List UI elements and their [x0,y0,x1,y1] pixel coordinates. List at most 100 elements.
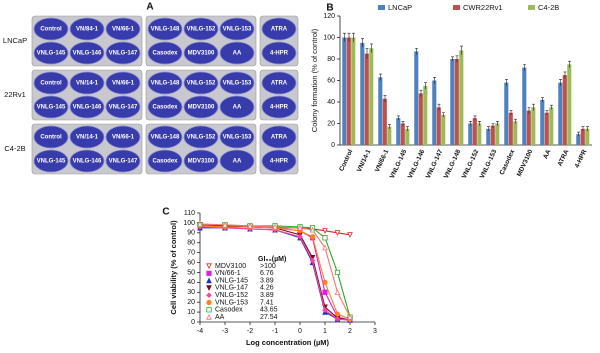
well [261,95,297,119]
bar [450,59,455,145]
bar [387,126,392,145]
legend-label: VNLG-153 [215,299,248,306]
well [105,149,141,173]
bar [477,123,482,145]
bar [396,118,401,145]
well-label: Control [40,27,62,33]
well-label: VNLG-152 [187,27,216,33]
legend-swatch [528,5,535,10]
error-bar [545,110,549,115]
error-bar [541,97,544,102]
error-bar [397,115,400,121]
error-bar [437,103,441,111]
well-label: AA [233,51,242,57]
y-tick-label: 60 [187,259,195,266]
well [105,95,141,119]
error-bar [532,103,535,111]
legend-value: 43.65 [260,307,278,314]
point [334,230,341,236]
legend-label: C4-2B [538,3,559,12]
legend-marker [206,263,212,270]
well-label: 4-HPR [270,105,289,111]
bar [513,121,518,145]
well [147,71,183,95]
y-tick-label: 0 [191,319,195,326]
bar [378,77,383,145]
well [183,125,219,149]
legend-label: LNCaP [388,3,412,12]
error-bar [563,71,567,79]
well [105,125,141,149]
point [322,228,328,234]
bar [540,99,545,145]
well-label: MDV3100 [188,159,215,165]
error-bar [473,115,477,121]
error-bar [451,56,454,62]
well-label: Control [40,135,62,141]
y-tick-label: 0 [331,142,335,149]
x-tick-label: -3 [222,328,228,335]
y-tick-label: 50 [187,269,195,276]
well-label: VNLG-145 [37,51,66,57]
bar [580,128,585,145]
x-tick-label: AA [542,148,552,160]
well [261,125,297,149]
well [69,149,105,173]
error-bar [352,32,355,42]
legend-value: 27.54 [260,314,278,321]
error-bar [478,121,481,126]
bar [405,128,410,145]
error-bar [379,73,382,81]
well-label: Control [40,81,62,87]
point [322,289,328,295]
point [322,235,328,241]
y-tick-label: 10 [187,309,195,316]
error-bar [469,121,472,126]
point [322,307,328,313]
x-tick-label: 1 [323,328,327,335]
point [222,221,228,228]
x-tick-label: VNLG-145 [389,148,409,179]
error-bar [523,64,526,71]
well [261,41,297,65]
legend-value: >100 [260,263,276,270]
panel-label: A [146,2,153,13]
error-bar [419,89,423,97]
y-tick-label: 40 [187,279,195,286]
error-bar [496,121,499,126]
bar [495,123,500,145]
well [183,17,219,41]
well-label: VNLG-146 [73,159,102,165]
well-label: 4-HPR [270,51,289,57]
error-bar [577,131,580,137]
well-label: VNLG-153 [223,135,252,141]
well-label: VN/14-1 [76,81,99,87]
legend-value: 3.89 [260,277,274,284]
legend-label: VNLG-145 [215,277,248,284]
bar [441,114,446,145]
bar [351,37,356,145]
well [183,149,219,173]
bar [558,82,563,145]
point [322,279,328,285]
point [247,222,253,229]
panel-label: C [162,207,169,218]
legend-marker [206,270,212,276]
y-tick-label: 100 [183,220,195,227]
bar [342,37,347,145]
bar [504,82,509,145]
bar [364,53,369,145]
legend-marker [206,314,212,320]
error-bar [383,95,387,102]
well [261,71,297,95]
x-tick-label: Casodex [499,148,517,176]
well [33,17,69,41]
well [147,17,183,41]
error-bar [406,126,409,132]
axis [339,16,592,146]
legend-value: 4.26 [260,285,274,292]
point [309,257,316,264]
well-label: VN/14-1 [76,135,99,141]
error-bar [568,60,571,68]
well [69,17,105,41]
